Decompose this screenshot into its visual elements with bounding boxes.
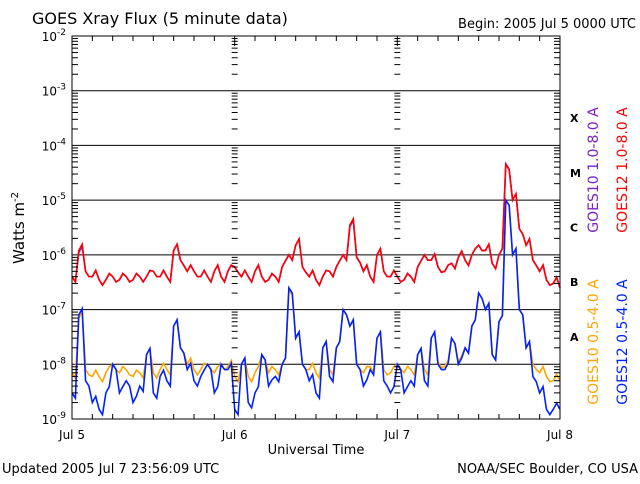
y-tick-base: 10	[42, 30, 57, 44]
chart-title: GOES Xray Flux (5 minute data)	[32, 9, 288, 28]
y-tick-base: 10	[42, 304, 57, 318]
y-tick-exp: -2	[57, 28, 66, 38]
footer-source: NOAA/SEC Boulder, CO USA	[457, 462, 638, 477]
begin-label: Begin: 2005 Jul 5 0000 UTC	[458, 17, 636, 32]
y-tick-label: 10-5	[42, 192, 66, 208]
y-tick-label: 10-4	[42, 137, 67, 153]
y-tick-exp: -4	[57, 137, 66, 147]
y-tick-label: 10-7	[42, 302, 66, 318]
series-line-goes10-1-0-8-0-a	[71, 161, 561, 289]
y-axis-label-text: Watts m	[10, 202, 28, 264]
y-tick-base: 10	[42, 139, 57, 153]
y-tick-exp: -7	[57, 302, 66, 312]
x-tick-label: Jul 5	[58, 428, 85, 442]
x-tick-label: Jul 6	[221, 428, 248, 442]
y-tick-base: 10	[42, 85, 57, 99]
y-tick-base: 10	[42, 413, 57, 427]
x-tick-label: Jul 8	[546, 428, 573, 442]
y-tick-base: 10	[42, 249, 57, 263]
x-axis-label: Universal Time	[268, 443, 365, 458]
x-tick-label: Jul 7	[383, 428, 410, 442]
legend-entry: GOES12 0.5-4.0 A	[615, 279, 631, 405]
series-line-goes12-0-5-4-0-a	[71, 197, 561, 418]
y-tick-label: 10-3	[42, 83, 66, 99]
legend-entry: GOES10 0.5-4.0 A	[586, 279, 602, 405]
legend-label: GOES10 1.0-8.0 A	[586, 107, 602, 233]
flare-class-label: A	[570, 331, 579, 344]
footer-updated: Updated 2005 Jul 7 23:56:09 UTC	[2, 462, 219, 477]
legend-label: GOES12 0.5-4.0 A	[615, 279, 631, 405]
y-tick-base: 10	[42, 194, 57, 208]
flare-class-label: X	[570, 112, 579, 125]
flare-class-label: M	[570, 167, 581, 180]
y-axis-label-sup: -2	[10, 192, 21, 202]
y-tick-label: 10-6	[42, 247, 67, 263]
y-tick-label: 10-9	[42, 411, 67, 427]
y-axis-label: Watts m-2	[10, 192, 28, 264]
y-tick-label: 10-8	[42, 356, 67, 372]
y-tick-exp: -8	[57, 356, 66, 366]
legend-entry: GOES10 1.0-8.0 A	[586, 107, 602, 233]
y-tick-exp: -5	[57, 192, 66, 202]
legend-entry: GOES12 1.0-8.0 A	[615, 107, 631, 233]
series-line-goes10-0-5-4-0-a	[71, 197, 561, 384]
y-tick-base: 10	[42, 358, 57, 372]
flare-class-label: C	[570, 222, 578, 235]
legend-label: GOES12 1.0-8.0 A	[615, 107, 631, 233]
series-line-goes12-1-0-8-0-a	[71, 161, 561, 289]
y-tick-exp: -6	[57, 247, 66, 257]
legend-label: GOES10 0.5-4.0 A	[586, 279, 602, 405]
y-tick-label: 10-2	[42, 28, 66, 44]
y-tick-exp: -9	[57, 411, 66, 421]
flare-class-label: B	[570, 276, 578, 289]
y-tick-exp: -3	[57, 83, 66, 93]
